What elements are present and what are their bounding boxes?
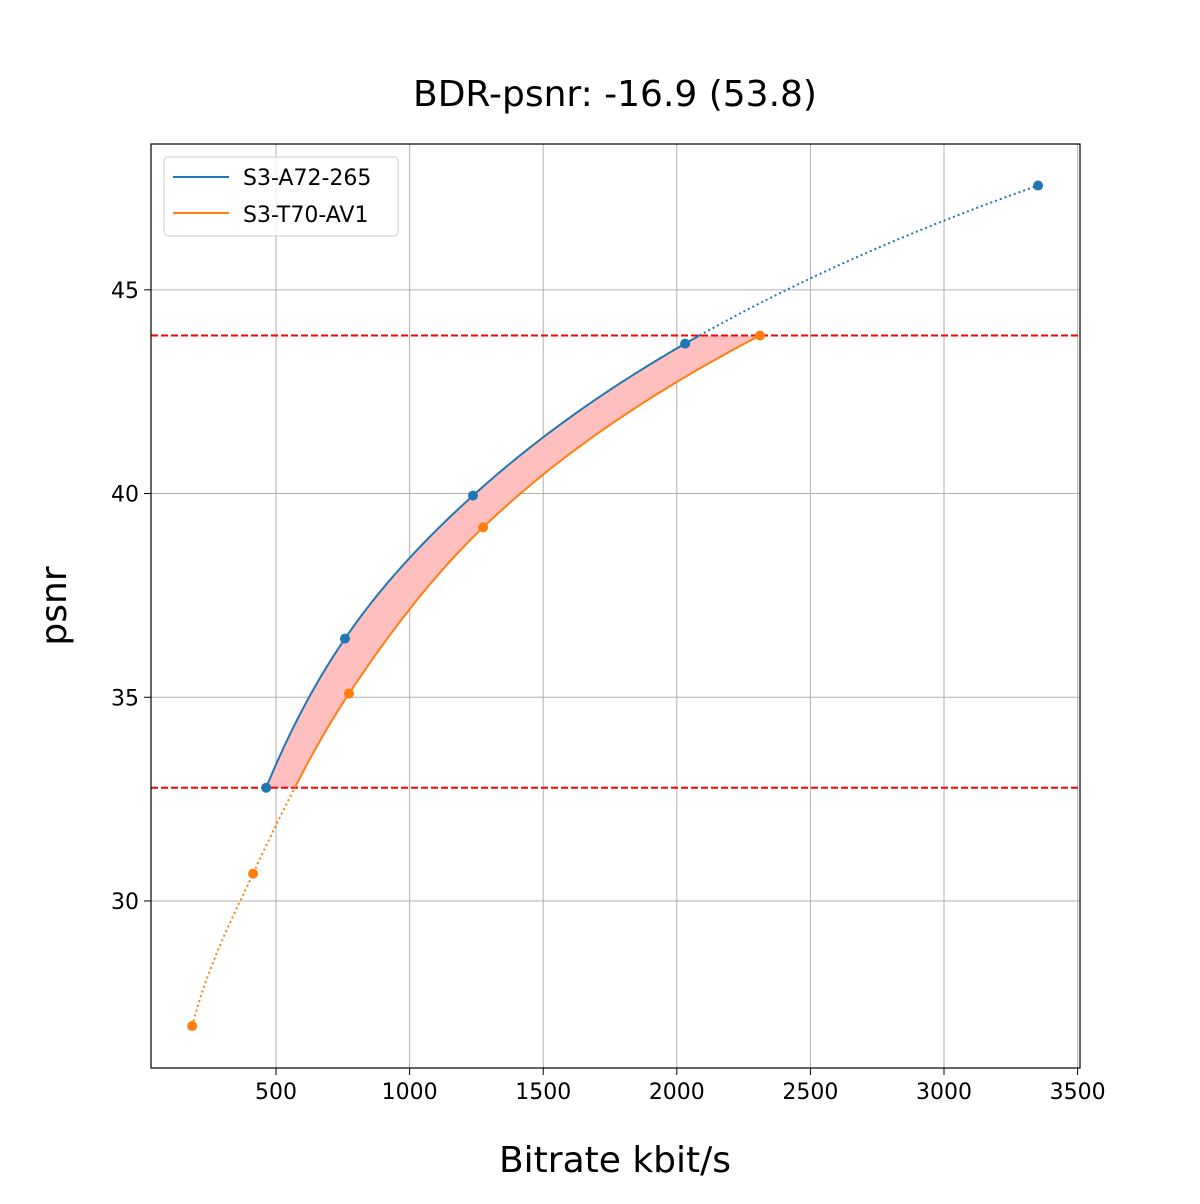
data-point-0	[467, 490, 478, 501]
chart-title: BDR-psnr: -16.9 (53.8)	[413, 74, 817, 115]
series-dotted-line-1	[191, 787, 296, 1027]
plot-frame	[150, 143, 1081, 1069]
data-point-0	[261, 782, 272, 793]
x-tick-label: 3000	[916, 1080, 972, 1105]
legend: S3-A72-265 S3-T70-AV1	[163, 156, 399, 237]
data-point-0	[1033, 180, 1044, 191]
y-axis-label: psnr	[34, 566, 75, 645]
legend-label-0: S3-A72-265	[243, 166, 371, 191]
legend-label-1: S3-T70-AV1	[243, 203, 368, 228]
x-axis-label: Bitrate kbit/s	[499, 1140, 731, 1181]
y-tick-label: 45	[111, 279, 139, 304]
series-group	[187, 180, 1044, 1032]
y-tick-label: 40	[111, 483, 139, 508]
x-tick-label: 1500	[515, 1080, 571, 1105]
series-line-1	[293, 334, 761, 789]
x-tick-label: 1000	[382, 1080, 438, 1105]
series-dotted-line-0	[698, 184, 1039, 337]
grid	[151, 144, 1080, 1068]
y-tick-label: 30	[111, 890, 139, 915]
fill-region	[151, 334, 1080, 789]
data-point-1	[754, 330, 765, 341]
x-tick-label: 2000	[649, 1080, 705, 1105]
x-tick-label: 2500	[782, 1080, 838, 1105]
x-tick-label: 3500	[1050, 1080, 1106, 1105]
x-tick-label: 500	[255, 1080, 297, 1105]
y-tick-label: 35	[111, 686, 139, 711]
bdr-fill-area	[266, 335, 760, 788]
data-point-0	[680, 338, 691, 349]
data-point-1	[187, 1021, 198, 1032]
ticks: 500 1000 1500 2000 2500 3000 3500 30 35 40 45	[111, 279, 1106, 1105]
data-point-1	[248, 868, 259, 879]
data-point-1	[478, 522, 489, 533]
data-point-0	[339, 633, 350, 644]
series-line-0	[265, 334, 700, 789]
data-point-1	[343, 688, 354, 699]
